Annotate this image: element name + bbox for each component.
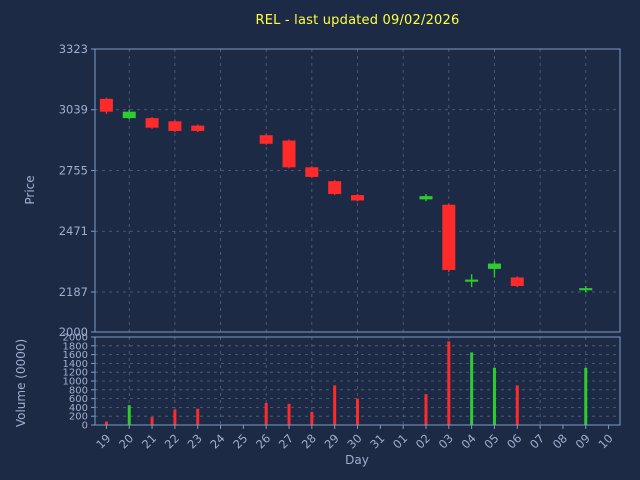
volume-bar-09 [584, 367, 588, 425]
x-tick-label-30: 30 [344, 431, 364, 451]
x-tick-label-08: 08 [550, 431, 570, 451]
x-tick-label-21: 21 [139, 431, 159, 451]
volume-bar-27 [287, 403, 291, 425]
x-tick-label-19: 19 [93, 431, 113, 451]
candle-02 [419, 196, 433, 200]
volume-tick-label-0: 0 [82, 421, 88, 432]
volume-bar-03 [447, 341, 451, 425]
volume-tick-label-1200: 1200 [63, 368, 88, 379]
x-tick-label-23: 23 [185, 431, 205, 451]
x-tick-label-10: 10 [595, 431, 615, 451]
x-tick-label-22: 22 [162, 431, 182, 451]
volume-tick-label-1600: 1600 [63, 350, 88, 361]
volume-bar-05 [492, 367, 496, 425]
candle-23 [191, 125, 205, 131]
x-tick-label-29: 29 [322, 431, 342, 451]
volume-bar-06 [515, 385, 519, 425]
volume-bar-04 [470, 352, 474, 425]
volume-tick-label-1800: 1800 [63, 341, 88, 352]
candle-21 [145, 118, 159, 128]
x-tick-label-01: 01 [390, 431, 410, 451]
x-tick-label-24: 24 [207, 431, 227, 451]
candle-29 [328, 181, 342, 195]
price-tick-label-2471: 2471 [59, 224, 88, 238]
x-tick-label-09: 09 [573, 431, 593, 451]
volume-bar-20 [127, 405, 131, 425]
x-tick-label-07: 07 [527, 431, 547, 451]
candle-04 [465, 279, 479, 282]
volume-bar-19 [104, 421, 108, 425]
candle-27 [282, 140, 296, 168]
candle-28 [305, 167, 319, 177]
price-tick-label-2000: 2000 [59, 325, 88, 339]
volume-bar-21 [150, 417, 154, 425]
volume-tick-label-600: 600 [69, 394, 88, 405]
volume-bar-02 [424, 394, 428, 425]
candle-09 [579, 288, 593, 291]
volume-tick-label-1000: 1000 [63, 377, 88, 388]
x-tick-label-20: 20 [116, 431, 136, 451]
x-tick-label-28: 28 [299, 431, 319, 451]
price-tick-label-2187: 2187 [59, 285, 88, 299]
volume-bar-30 [356, 398, 359, 425]
candle-20 [122, 111, 136, 119]
candle-26 [259, 135, 273, 144]
x-tick-label-05: 05 [481, 431, 501, 451]
x-tick-label-25: 25 [230, 431, 250, 451]
volume-bar-26 [264, 403, 268, 425]
candle-05 [487, 263, 501, 269]
volume-bar-29 [333, 385, 337, 425]
x-axis-label: Day [345, 453, 369, 467]
x-tick-label-02: 02 [413, 431, 433, 451]
volume-tick-label-2000: 2000 [63, 333, 88, 344]
volume-bar-28 [310, 411, 314, 425]
candle-19 [99, 98, 113, 112]
candle-30 [351, 195, 364, 201]
price-axis-label: Price [23, 175, 37, 205]
x-tick-label-03: 03 [436, 431, 456, 451]
price-tick-label-3039: 3039 [59, 103, 88, 117]
volume-tick-label-800: 800 [69, 385, 88, 396]
x-tick-label-04: 04 [458, 431, 478, 451]
price-tick-label-2755: 2755 [59, 163, 88, 177]
volume-tick-label-400: 400 [69, 403, 88, 414]
candle-03 [442, 204, 456, 270]
volume-tick-label-200: 200 [69, 412, 88, 423]
volume-bar-23 [196, 408, 200, 425]
price-tick-label-3323: 3323 [59, 42, 88, 56]
price-plot-border [94, 48, 621, 333]
x-tick-label-27: 27 [276, 431, 296, 451]
chart-title: REL - last updated 09/02/2026 [255, 13, 460, 28]
x-tick-label-06: 06 [504, 431, 524, 451]
volume-axis-label: Volume (0000) [14, 338, 28, 428]
x-tick-label-26: 26 [253, 431, 273, 451]
candle-22 [168, 121, 182, 131]
volume-bar-22 [173, 409, 177, 425]
volume-tick-label-1400: 1400 [63, 359, 88, 370]
candle-06 [510, 277, 524, 287]
x-tick-label-31: 31 [367, 431, 387, 451]
